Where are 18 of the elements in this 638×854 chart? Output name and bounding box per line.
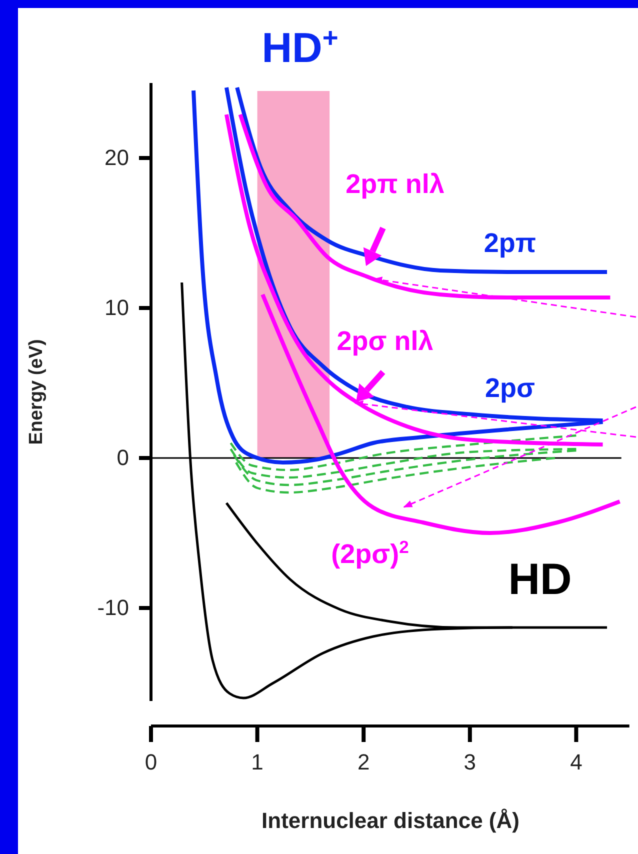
x-tick-label: 0 xyxy=(144,750,158,775)
series-label: HD xyxy=(508,555,572,604)
x-tick-label: 1 xyxy=(251,750,264,775)
y-axis-title: Energy (eV) xyxy=(26,339,47,445)
y-tick-label: 10 xyxy=(104,295,129,320)
series-label: 2pπ nlλ xyxy=(346,169,444,199)
x-axis-title: Internuclear distance (Å) xyxy=(262,808,520,833)
x-tick-label: 4 xyxy=(570,750,582,775)
chart-title: HD$^{+}$ xyxy=(262,22,338,71)
series-label: 2pπ xyxy=(484,228,536,258)
x-tick-label: 2 xyxy=(357,750,370,775)
x-tick-label: 3 xyxy=(464,750,476,775)
series-label: 2pσ nlλ xyxy=(336,326,434,356)
y-tick-label: 20 xyxy=(104,145,129,170)
y-tick-label: -10 xyxy=(97,595,129,620)
series-label: 2pσ xyxy=(485,373,535,403)
series-label: (2pσ)$^{2}$ xyxy=(331,537,410,569)
y-tick-label: 0 xyxy=(116,445,129,470)
